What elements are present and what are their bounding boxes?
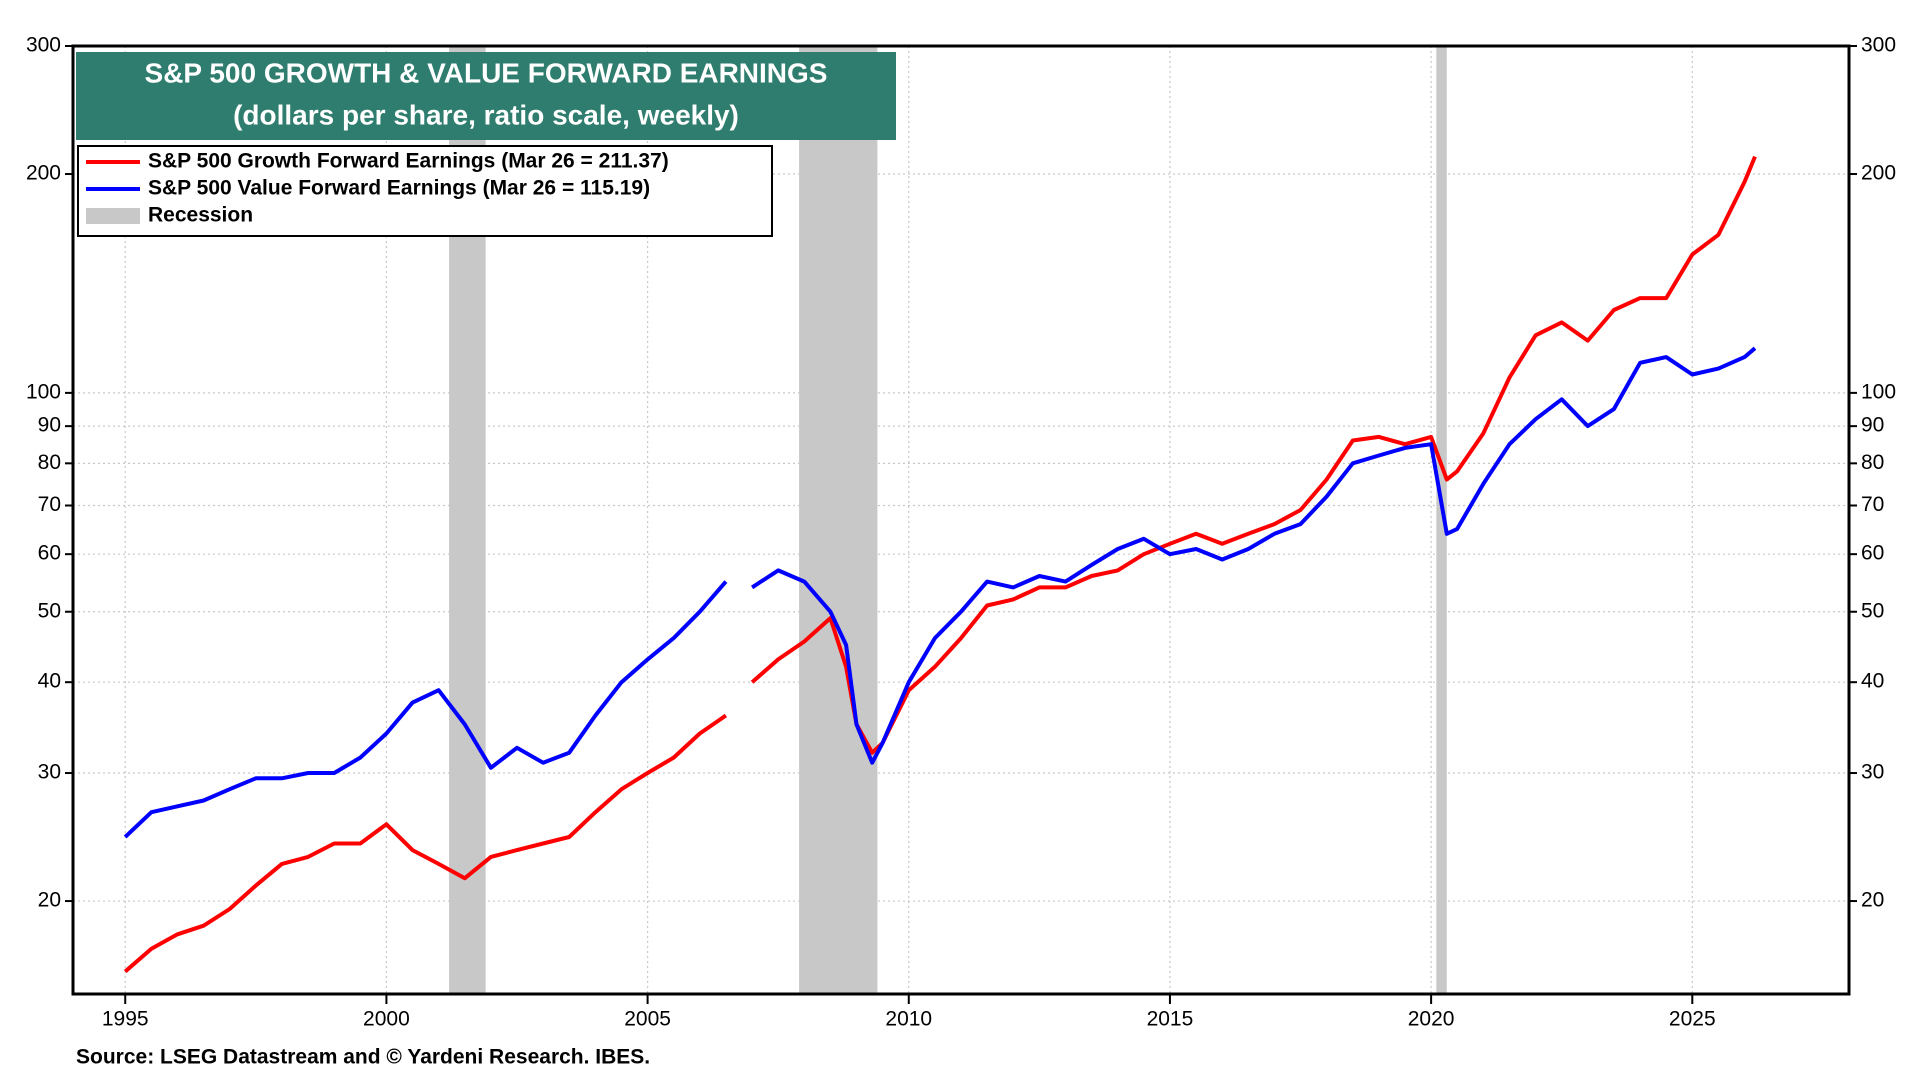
x-tick-label: 2025 <box>1669 1008 1716 1031</box>
y2-tick-label: 90 <box>1861 414 1884 437</box>
x-tick-label: 2015 <box>1147 1008 1194 1031</box>
legend-label: Recession <box>148 204 253 227</box>
series-line <box>123 155 1757 974</box>
recession-band <box>799 46 878 994</box>
y2-tick-label: 70 <box>1861 493 1884 516</box>
chart-title: S&P 500 GROWTH & VALUE FORWARD EARNINGS <box>145 57 828 88</box>
y-tick-label: 90 <box>38 414 61 437</box>
legend-box <box>77 145 773 237</box>
recession-band <box>1436 46 1447 994</box>
y-tick-label: 40 <box>38 670 61 693</box>
y-tick-label: 20 <box>38 889 61 912</box>
x-tick-label: 1995 <box>102 1008 149 1031</box>
y2-tick-label: 300 <box>1861 34 1896 57</box>
x-tick-label: 2000 <box>363 1008 410 1031</box>
title-box <box>76 52 896 140</box>
y-tick-label: 60 <box>38 542 61 565</box>
x-tick-label: 2010 <box>885 1008 932 1031</box>
y-tick-label: 200 <box>26 162 61 185</box>
legend-label: S&P 500 Value Forward Earnings (Mar 26 =… <box>148 177 650 200</box>
y-tick-label: 50 <box>38 599 61 622</box>
y2-tick-label: 100 <box>1861 380 1896 403</box>
source: Source: LSEG Datastream and © Yardeni Re… <box>76 1046 650 1069</box>
plot-frame <box>71 44 1851 996</box>
y-tick-label: 70 <box>38 493 61 516</box>
y2-tick-label: 50 <box>1861 599 1884 622</box>
y-tick-label: 30 <box>38 761 61 784</box>
series-line <box>123 346 1757 839</box>
chart-subtitle: (dollars per share, ratio scale, weekly) <box>233 99 739 130</box>
y2-tick-label: 200 <box>1861 162 1896 185</box>
x-tick-label: 2005 <box>624 1008 671 1031</box>
y2-tick-label: 40 <box>1861 670 1884 693</box>
legend: S&P 500 Growth Forward Earnings (Mar 26 … <box>77 145 773 237</box>
y2-tick-label: 20 <box>1861 889 1884 912</box>
x-tick-label: 2020 <box>1408 1008 1455 1031</box>
legend-label: S&P 500 Growth Forward Earnings (Mar 26 … <box>148 150 669 173</box>
y-tick-label: 300 <box>26 34 61 57</box>
y2-tick-label: 30 <box>1861 761 1884 784</box>
y-tick-label: 80 <box>38 451 61 474</box>
y2-tick-label: 60 <box>1861 542 1884 565</box>
legend-swatch <box>86 208 140 224</box>
y2-tick-label: 80 <box>1861 451 1884 474</box>
y-tick-label: 100 <box>26 380 61 403</box>
